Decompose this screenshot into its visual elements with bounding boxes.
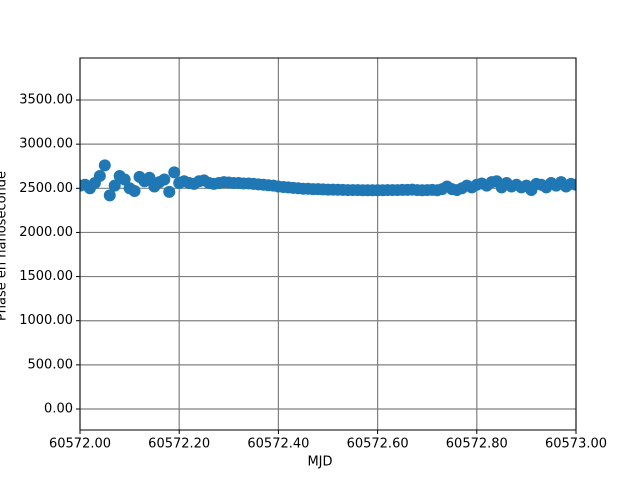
point bbox=[128, 184, 141, 197]
x-tick-label: 60572.20 bbox=[148, 437, 210, 452]
point bbox=[108, 179, 121, 192]
y-axis-label: Phase en nanoseconde bbox=[0, 171, 10, 321]
x-tick-label: 60572.80 bbox=[446, 437, 508, 452]
y-tick-label: 500.00 bbox=[28, 357, 74, 372]
point bbox=[168, 166, 181, 179]
x-tick-label: 60573.00 bbox=[545, 437, 607, 452]
point bbox=[143, 171, 156, 184]
point bbox=[103, 189, 116, 202]
point bbox=[570, 178, 576, 191]
point bbox=[93, 169, 106, 182]
x-tick-label: 60572.00 bbox=[49, 437, 111, 452]
plot-frame bbox=[79, 57, 577, 431]
y-tick-label: 0.00 bbox=[44, 401, 73, 416]
point bbox=[118, 173, 131, 186]
point bbox=[163, 185, 176, 198]
point bbox=[98, 159, 111, 172]
point bbox=[158, 173, 171, 186]
x-axis-label: MJD bbox=[307, 455, 332, 470]
y-tick-label: 3000.00 bbox=[19, 137, 73, 152]
y-tick-label: 1500.00 bbox=[19, 269, 73, 284]
y-tick-label: 2000.00 bbox=[19, 225, 73, 240]
y-tick-label: 1000.00 bbox=[19, 313, 73, 328]
y-tick-label: 2500.00 bbox=[19, 181, 73, 196]
x-tick-label: 60572.60 bbox=[347, 437, 409, 452]
points bbox=[80, 159, 576, 202]
y-tick-label: 3500.00 bbox=[19, 93, 73, 108]
x-tick-label: 60572.40 bbox=[247, 437, 309, 452]
